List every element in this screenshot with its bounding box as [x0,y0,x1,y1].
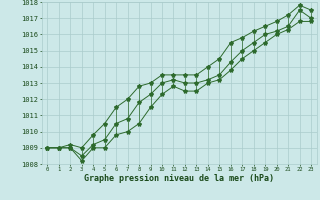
X-axis label: Graphe pression niveau de la mer (hPa): Graphe pression niveau de la mer (hPa) [84,174,274,183]
